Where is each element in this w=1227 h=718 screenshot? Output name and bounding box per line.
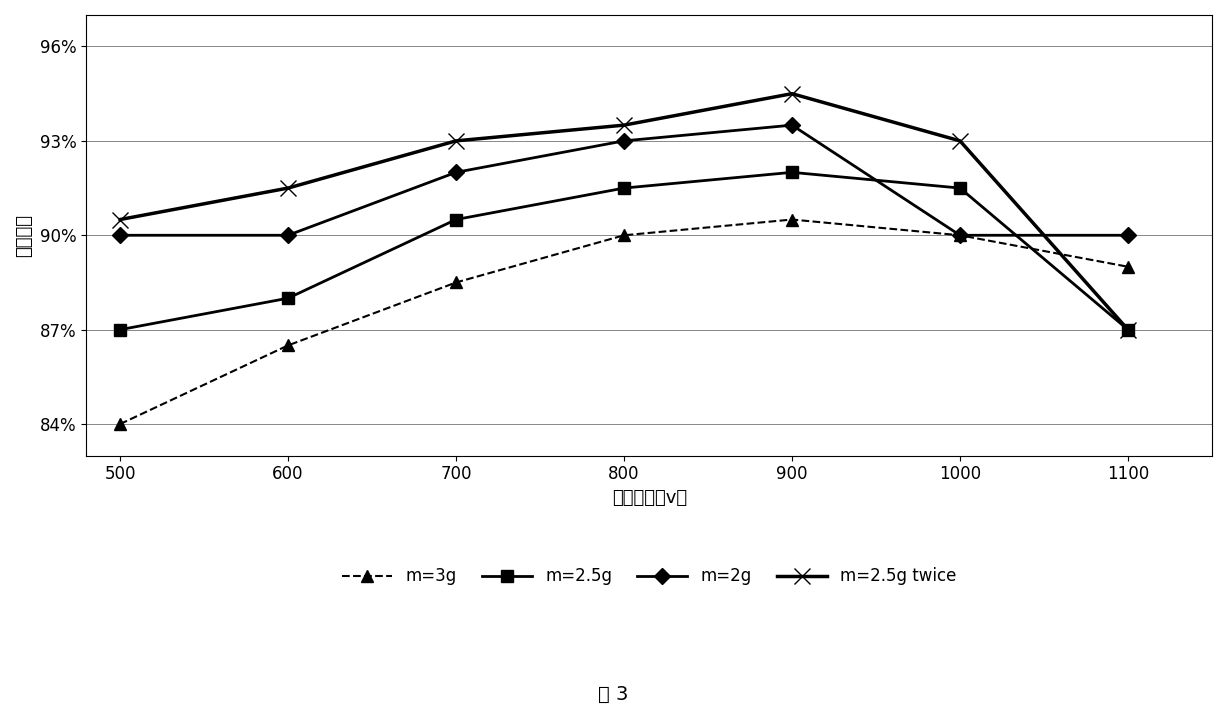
m=2.5g bbox=[952, 184, 967, 192]
m=3g bbox=[617, 231, 632, 240]
Line: m=2g: m=2g bbox=[114, 120, 1134, 241]
m=2.5g bbox=[281, 294, 296, 302]
m=2.5g twice bbox=[952, 136, 967, 145]
Legend: m=3g, m=2.5g, m=2g, m=2.5g twice: m=3g, m=2.5g, m=2g, m=2.5g twice bbox=[335, 561, 963, 592]
X-axis label: 压制电压（v）: 压制电压（v） bbox=[611, 489, 687, 507]
m=2.5g twice bbox=[281, 184, 296, 192]
m=2.5g twice bbox=[113, 215, 128, 224]
m=3g bbox=[952, 231, 967, 240]
Line: m=2.5g: m=2.5g bbox=[114, 167, 1134, 335]
m=2.5g bbox=[449, 215, 464, 224]
m=2g bbox=[617, 136, 632, 145]
m=2g bbox=[784, 121, 799, 129]
m=2.5g twice bbox=[784, 89, 799, 98]
m=3g bbox=[784, 215, 799, 224]
m=2.5g twice bbox=[449, 136, 464, 145]
m=3g bbox=[1120, 263, 1135, 271]
m=2g bbox=[113, 231, 128, 240]
Line: m=2.5g twice: m=2.5g twice bbox=[112, 85, 1136, 338]
m=2.5g bbox=[784, 168, 799, 177]
m=3g bbox=[113, 420, 128, 429]
m=2g bbox=[449, 168, 464, 177]
m=2.5g bbox=[113, 325, 128, 334]
m=3g bbox=[281, 341, 296, 350]
Line: m=3g: m=3g bbox=[114, 214, 1134, 429]
m=2g bbox=[281, 231, 296, 240]
Text: 图 3: 图 3 bbox=[599, 685, 628, 704]
m=3g bbox=[449, 278, 464, 286]
m=2g bbox=[952, 231, 967, 240]
m=2g bbox=[1120, 231, 1135, 240]
Y-axis label: 相对密度: 相对密度 bbox=[15, 214, 33, 257]
m=2.5g bbox=[1120, 325, 1135, 334]
m=2.5g bbox=[617, 184, 632, 192]
m=2.5g twice bbox=[617, 121, 632, 129]
m=2.5g twice bbox=[1120, 325, 1135, 334]
